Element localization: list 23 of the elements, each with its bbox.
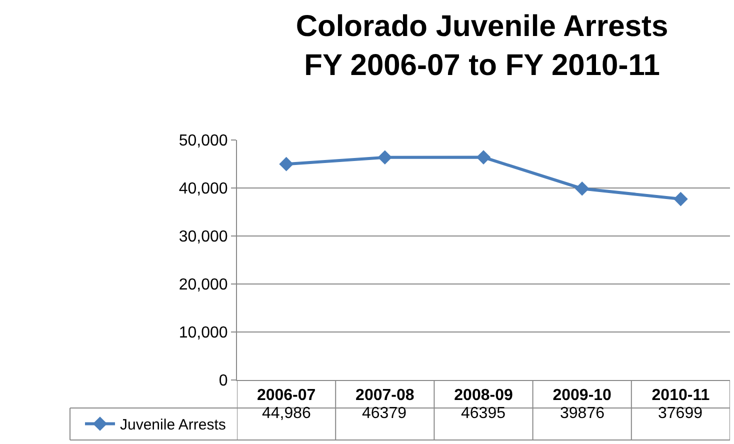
- y-tick-label: 10,000: [178, 324, 228, 342]
- y-tick-label: 20,000: [178, 276, 228, 294]
- data-label: 46379: [362, 405, 407, 422]
- y-tick-label: 30,000: [178, 228, 228, 246]
- data-label: 39876: [560, 405, 605, 422]
- point: [476, 150, 491, 164]
- point: [378, 150, 392, 165]
- point: [574, 181, 590, 196]
- x-tick-label: 2006-07: [256, 387, 316, 404]
- y-tick-label: 40,000: [178, 180, 228, 198]
- y-tick-label: 0: [218, 372, 228, 390]
- x-tick-label: 2009-10: [552, 387, 612, 404]
- y-tick-label: 50,000: [178, 132, 228, 150]
- legend-label: Juvenile Arrests: [120, 416, 226, 434]
- x-tick-label: 2007-08: [356, 387, 414, 404]
- point: [279, 156, 294, 172]
- data-label: 37699: [658, 405, 703, 422]
- chart-title: Colorado Juvenile Arrests FY 2006-07 to FY 2010-11: [296, 10, 668, 82]
- data-label: 44,986: [262, 405, 312, 422]
- point: [674, 192, 688, 206]
- x-tick-label: 2010-11: [652, 387, 710, 404]
- data-label: 46395: [461, 405, 506, 422]
- x-tick-label: 2008-09: [454, 387, 513, 404]
